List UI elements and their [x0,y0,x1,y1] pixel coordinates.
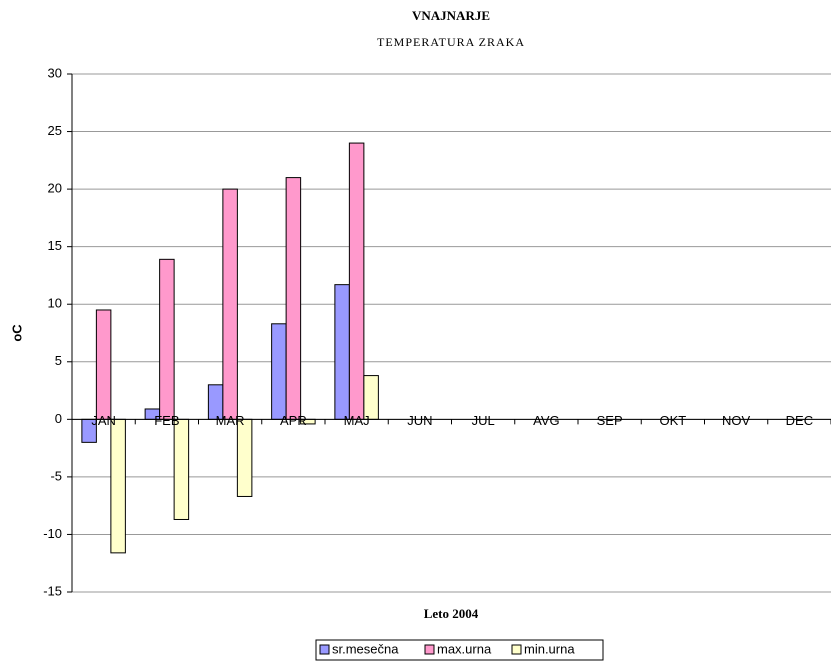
legend-swatch [511,644,522,655]
x-tick-label: JUL [472,413,495,428]
bar [222,188,238,420]
y-tick-label: -15 [43,583,62,598]
legend-label: min.urna [524,641,575,656]
legend-swatch [319,644,330,655]
y-axis-label: oC [9,324,24,342]
x-tick-label: JUN [407,413,432,428]
y-tick-label: 25 [48,123,62,138]
legend-label: sr.mesečna [332,641,399,656]
legend-box [315,639,604,661]
y-tick-label: -10 [43,526,62,541]
y-tick-label: 10 [48,296,62,311]
x-tick-label: DEC [786,413,813,428]
y-tick-label: 0 [55,411,62,426]
legend-label: max.urna [437,641,492,656]
x-tick-label: JAN [91,413,116,428]
x-tick-label: MAJ [344,413,370,428]
x-tick-label: APR [280,413,307,428]
bar [285,177,302,420]
bar [348,142,365,420]
x-tick-label: OKT [660,413,687,428]
x-tick-label: FEB [154,413,179,428]
y-tick-label: 15 [48,238,62,253]
bar [95,309,112,420]
bar [271,323,287,420]
x-tick-label: AVG [533,413,560,428]
bar [173,418,190,520]
bar [236,418,253,497]
y-tick-label: 5 [55,353,62,368]
x-axis-label: Leto 2004 [424,606,479,621]
bar [110,418,126,554]
y-tick-label: 30 [48,65,62,80]
chart-subtitle: TEMPERATURA ZRAKA [377,35,525,49]
bar [334,284,350,420]
bar [159,258,175,420]
y-tick-label: -5 [50,468,62,483]
x-tick-label: NOV [722,413,751,428]
legend-swatch [424,644,435,655]
x-tick-label: MAR [216,413,245,428]
x-tick-label: SEP [597,413,623,428]
chart-title: VNAJNARJE [412,8,490,23]
y-tick-label: 20 [48,181,62,196]
